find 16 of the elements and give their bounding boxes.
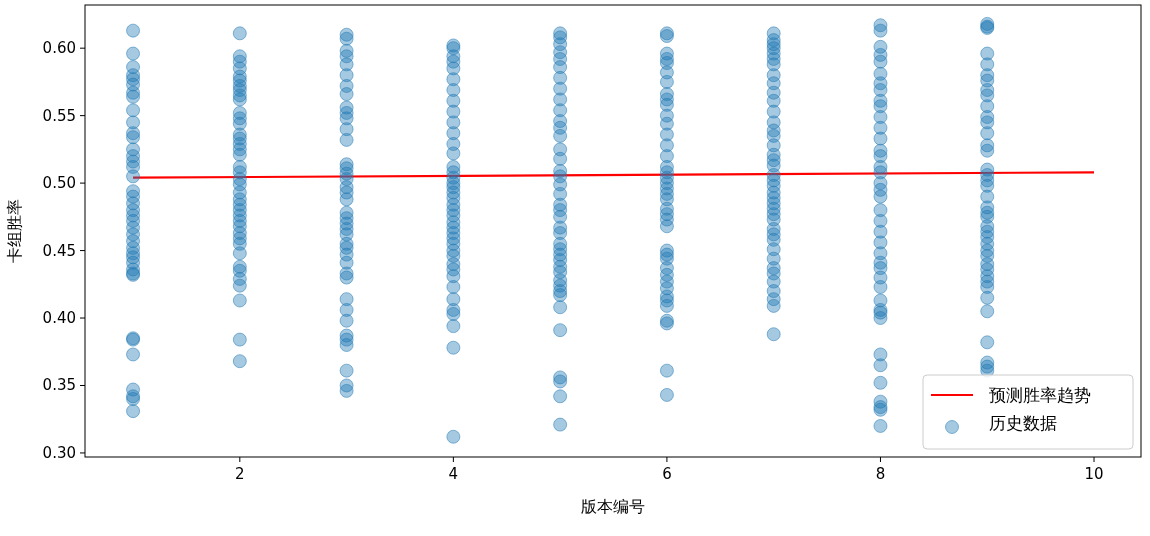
legend-label: 历史数据 <box>989 413 1057 433</box>
y-tick-label: 0.35 <box>42 376 76 395</box>
y-tick-label: 0.30 <box>42 443 76 462</box>
x-tick-label: 6 <box>662 465 672 483</box>
y-axis-title: 卡组胜率 <box>5 199 24 263</box>
x-tick-label: 4 <box>448 465 459 483</box>
y-tick-label: 0.45 <box>42 241 76 260</box>
y-tick-label: 0.55 <box>42 106 76 125</box>
y-tick-label: 0.40 <box>42 309 76 328</box>
y-tick-label: 0.50 <box>42 174 76 193</box>
y-tick-label: 0.60 <box>42 39 76 58</box>
x-tick-label: 8 <box>875 465 886 483</box>
x-tick-label: 2 <box>235 465 245 483</box>
legend-label: 预测胜率趋势 <box>989 385 1091 405</box>
x-tick-label: 10 <box>1084 465 1104 483</box>
x-axis-title: 版本编号 <box>581 497 645 516</box>
